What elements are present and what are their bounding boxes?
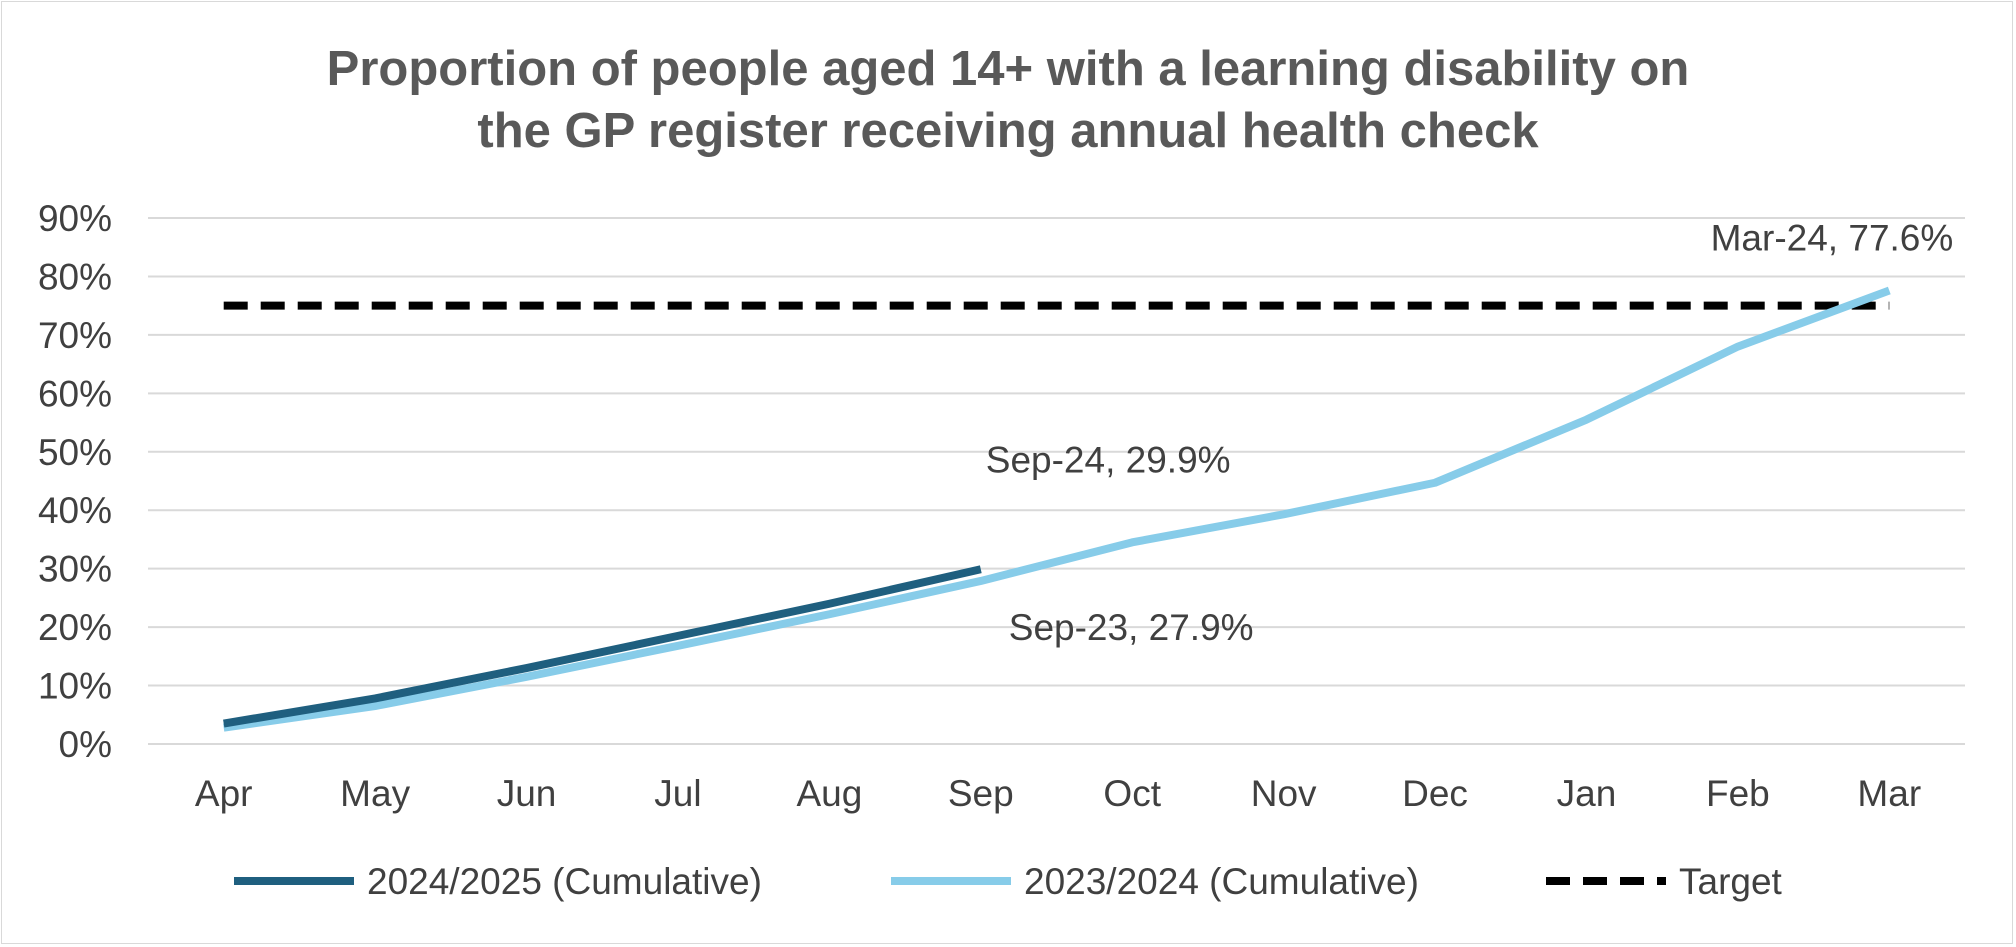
legend: 2024/2025 (Cumulative) 2023/2024 (Cumulat… (234, 861, 1783, 902)
data-labels: Sep-24, 29.9% Sep-23, 27.9% Mar-24, 77.6% (986, 217, 1954, 647)
gridlines (148, 217, 1965, 745)
y-tick-label: 0% (59, 724, 112, 765)
legend-label: Target (1679, 861, 1783, 902)
y-tick-label: 60% (38, 373, 112, 414)
y-tick-label: 70% (38, 315, 112, 356)
x-tick-label: Sep (948, 773, 1014, 814)
data-label: Sep-24, 29.9% (986, 439, 1231, 480)
y-tick-label: 90% (38, 198, 112, 239)
data-label: Mar-24, 77.6% (1711, 217, 1954, 258)
x-tick-label: Nov (1251, 773, 1317, 814)
y-tick-label: 50% (38, 432, 112, 473)
y-tick-label: 40% (38, 490, 112, 531)
y-tick-label: 20% (38, 607, 112, 648)
x-tick-label: Jan (1557, 773, 1617, 814)
chart-title-line-1: Proportion of people aged 14+ with a lea… (326, 42, 1690, 96)
x-tick-label: Jul (654, 773, 701, 814)
data-label: Sep-23, 27.9% (1009, 607, 1254, 648)
chart-title-line-2: the GP register receiving annual health … (477, 104, 1539, 158)
x-tick-label: Oct (1103, 773, 1161, 814)
x-tick-label: Aug (796, 773, 862, 814)
x-tick-label: Apr (195, 773, 253, 814)
x-tick-label: May (340, 773, 410, 814)
x-tick-label: Feb (1706, 773, 1770, 814)
y-tick-label: 30% (38, 549, 112, 590)
x-tick-label: Jun (497, 773, 557, 814)
x-axis-tick-labels: Apr May Jun Jul Aug Sep Oct Nov Dec Jan Feb Mar (195, 773, 1921, 814)
series-line-2024-2025-cumulative (223, 565, 982, 728)
legend-label: 2023/2024 (Cumulative) (1024, 861, 1419, 902)
chart-title: Proportion of people aged 14+ with a lea… (0, 38, 2016, 162)
y-tick-label: 10% (38, 666, 112, 707)
x-tick-label: Mar (1857, 773, 1921, 814)
y-tick-label: 80% (38, 256, 112, 297)
series-lines (223, 286, 1891, 732)
y-axis-tick-labels: 0% 10% 20% 30% 40% 50% 60% 70% 80% 90% (38, 198, 112, 765)
x-tick-label: Dec (1402, 773, 1468, 814)
legend-label: 2024/2025 (Cumulative) (367, 861, 762, 902)
series-line-2023-2024-cumulative (223, 286, 1891, 732)
